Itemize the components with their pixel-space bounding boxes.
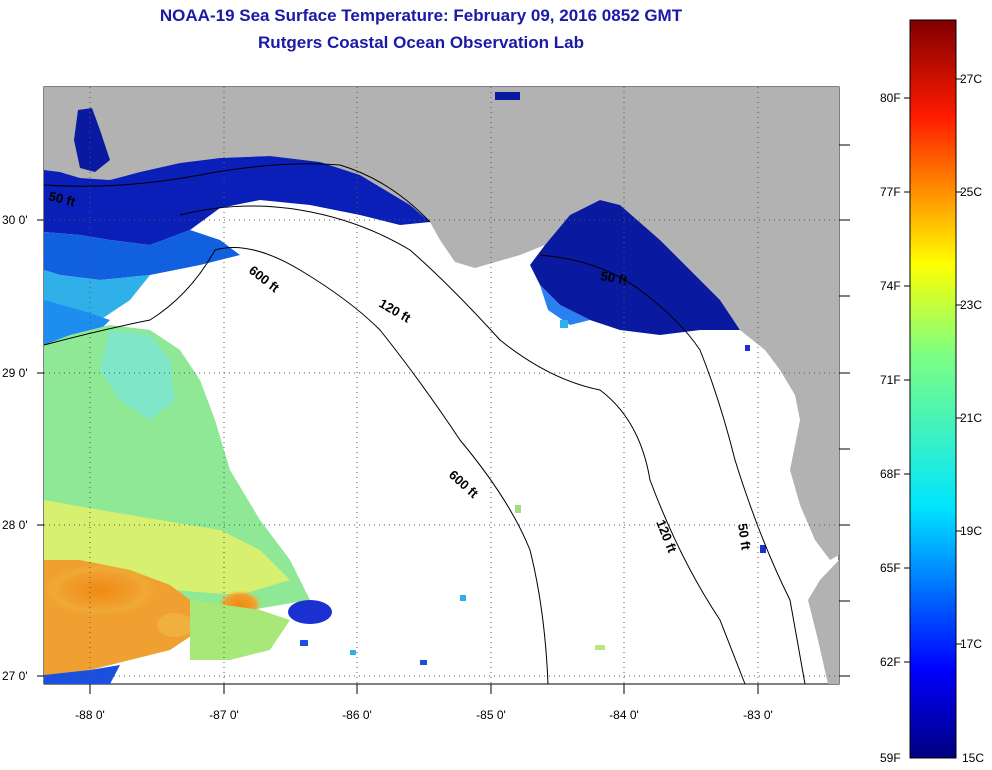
water-cyan-patch	[100, 330, 175, 420]
axis-ticks	[37, 144, 850, 694]
water-blue-south	[44, 665, 120, 684]
colorbar-f-74: 74F	[880, 279, 901, 293]
lat-label-27: 27 0'	[2, 669, 28, 683]
water-light-east	[540, 285, 590, 325]
colorbar-f-80: 80F	[880, 91, 901, 105]
colorbar-gradient	[909, 19, 957, 759]
contour-label-50ft-south: 50 ft	[735, 522, 754, 551]
map-title: NOAA-19 Sea Surface Temperature: Februar…	[159, 6, 683, 25]
colorbar-c-19: 19C	[960, 524, 982, 538]
map-subtitle: Rutgers Coastal Ocean Observation Lab	[258, 33, 584, 52]
cold-water-west	[44, 156, 430, 245]
contour-label-50ft-bigbend: 50 ft	[599, 268, 629, 288]
water-hot-spot-3	[157, 613, 193, 637]
land-mass	[44, 87, 839, 560]
contour-600ft	[43, 247, 549, 685]
land-mass-lower	[808, 560, 839, 684]
colorbar-f-77: 77F	[880, 185, 901, 199]
cold-water-west-mid	[44, 230, 240, 280]
lon-label-86: -86 0'	[342, 708, 372, 722]
water-hot-spot-1	[45, 565, 155, 615]
scattered-pixels	[300, 92, 766, 665]
lat-label-30: 30 0'	[2, 213, 28, 227]
cold-bay-west	[74, 108, 110, 172]
contour-label-50ft-west: 50 ft	[47, 188, 77, 209]
colorbar-c-27: 27C	[960, 72, 982, 86]
lat-label-29: 29 0'	[2, 366, 28, 380]
colorbar-c-15: 15C	[962, 751, 984, 765]
contour-50ft-west	[43, 163, 431, 223]
map-area: 50 ft 600 ft 120 ft 50 ft 600 ft 120 ft …	[2, 86, 850, 722]
colorbar-f-71: 71F	[880, 373, 901, 387]
colorbar: 80F 77F 74F 71F 68F 65F 62F 59F 27C 25C …	[880, 19, 984, 765]
lon-label-87: -87 0'	[209, 708, 239, 722]
colorbar-c-17: 17C	[960, 637, 982, 651]
lat-label-28: 28 0'	[2, 518, 28, 532]
colorbar-f-62: 62F	[880, 655, 901, 669]
colorbar-c-25: 25C	[960, 185, 982, 199]
colorbar-f-68: 68F	[880, 467, 901, 481]
cold-eddy	[288, 600, 332, 624]
contour-120ft	[179, 205, 746, 685]
contour-50ft-east	[539, 254, 806, 685]
colorbar-f-65: 65F	[880, 561, 901, 575]
water-green-south	[190, 600, 290, 660]
lon-label-88: -88 0'	[75, 708, 105, 722]
colorbar-c-23: 23C	[960, 298, 982, 312]
lon-label-83: -83 0'	[743, 708, 773, 722]
lon-label-84: -84 0'	[609, 708, 639, 722]
cold-water-east	[530, 200, 740, 335]
colorbar-c-21: 21C	[960, 411, 982, 425]
colorbar-f-59: 59F	[880, 751, 901, 765]
lon-label-85: -85 0'	[476, 708, 506, 722]
